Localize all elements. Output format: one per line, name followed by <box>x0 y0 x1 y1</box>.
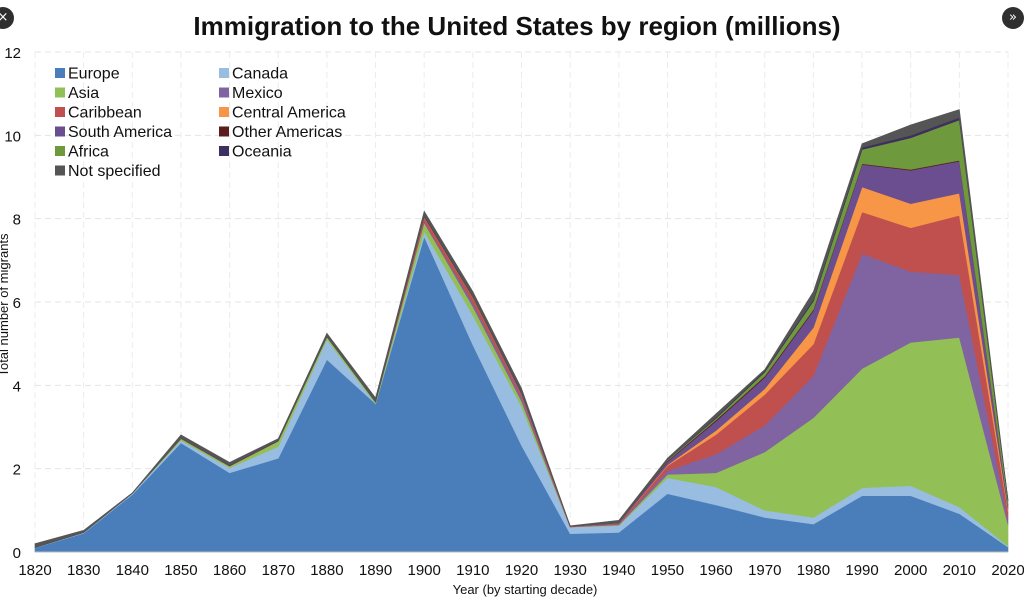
legend-swatch-mexico <box>219 87 229 98</box>
x-tick-label: 1990 <box>845 562 878 579</box>
legend-label-central-america: Central America <box>232 105 346 122</box>
x-tick-label: 1980 <box>797 562 830 579</box>
x-tick-label: 1900 <box>408 562 441 579</box>
x-tick-label: 1880 <box>310 562 343 579</box>
legend-label-mexico: Mexico <box>232 85 283 102</box>
legend-swatch-south-america <box>55 126 65 137</box>
x-tick-label: 1920 <box>505 562 538 579</box>
legend-swatch-africa <box>55 146 65 156</box>
legend-swatch-central-america <box>219 107 229 117</box>
legend-label-asia: Asia <box>68 85 99 102</box>
x-tick-label: 2010 <box>943 562 976 579</box>
legend-label-south-america: South America <box>68 124 172 141</box>
y-tick-label: 8 <box>13 212 21 229</box>
legend-swatch-oceania <box>219 146 229 156</box>
y-tick-label: 12 <box>4 45 21 62</box>
x-tick-label: 1870 <box>262 562 295 579</box>
legend-label-canada: Canada <box>232 66 288 83</box>
legend-swatch-canada <box>219 68 229 78</box>
x-axis-label: Year (by starting decade) <box>453 582 598 597</box>
legend-swatch-europe <box>55 68 65 78</box>
x-tick-label: 2000 <box>894 562 927 579</box>
close-icon[interactable]: × <box>0 7 14 29</box>
y-tick-label: 6 <box>13 295 21 312</box>
x-tick-label: 1950 <box>651 562 684 579</box>
stacked-areas <box>34 109 1009 553</box>
x-tick-label: 1910 <box>456 562 489 579</box>
legend: Europe Canada Asia Mexico Caribbean Central A… <box>55 66 346 180</box>
y-axis-label: Total number of migrants <box>0 233 11 377</box>
x-tick-label: 2020 <box>991 562 1024 579</box>
legend-label-africa: Africa <box>68 144 109 161</box>
legend-label-europe: Europe <box>68 66 120 83</box>
x-tick-label: 1890 <box>359 562 392 579</box>
y-tick-label: 4 <box>13 378 21 395</box>
area-series-not-specified <box>34 109 1009 548</box>
legend-label-other-americas: Other Americas <box>232 124 342 141</box>
legend-label-oceania: Oceania <box>232 144 292 161</box>
chart-title: Immigration to the United States by regi… <box>193 11 840 41</box>
x-tick-label: 1960 <box>699 562 732 579</box>
next-arrow-icon[interactable]: » <box>1002 7 1024 29</box>
legend-label-not-specified: Not specified <box>68 163 161 180</box>
legend-swatch-caribbean <box>55 107 65 117</box>
legend-swatch-asia <box>55 87 65 98</box>
x-tick-labels: 1820 1830 1840 1850 1860 1870 1880 1890 1900 1910… <box>18 562 1024 579</box>
y-tick-labels: 0 2 4 6 8 10 12 <box>4 45 21 562</box>
x-tick-label: 1940 <box>602 562 635 579</box>
y-tick-label: 0 <box>13 545 21 562</box>
x-tick-label: 1970 <box>748 562 781 579</box>
x-tick-label: 1840 <box>116 562 149 579</box>
x-tick-label: 1860 <box>213 562 246 579</box>
legend-label-caribbean: Caribbean <box>68 105 142 122</box>
x-tick-label: 1850 <box>164 562 197 579</box>
x-tick-label: 1930 <box>553 562 586 579</box>
x-tick-label: 1830 <box>67 562 100 579</box>
y-tick-label: 10 <box>4 128 21 145</box>
y-tick-label: 2 <box>13 462 21 479</box>
legend-swatch-not-specified <box>55 165 65 176</box>
legend-swatch-other-americas <box>219 126 229 137</box>
x-tick-label: 1820 <box>18 562 51 579</box>
